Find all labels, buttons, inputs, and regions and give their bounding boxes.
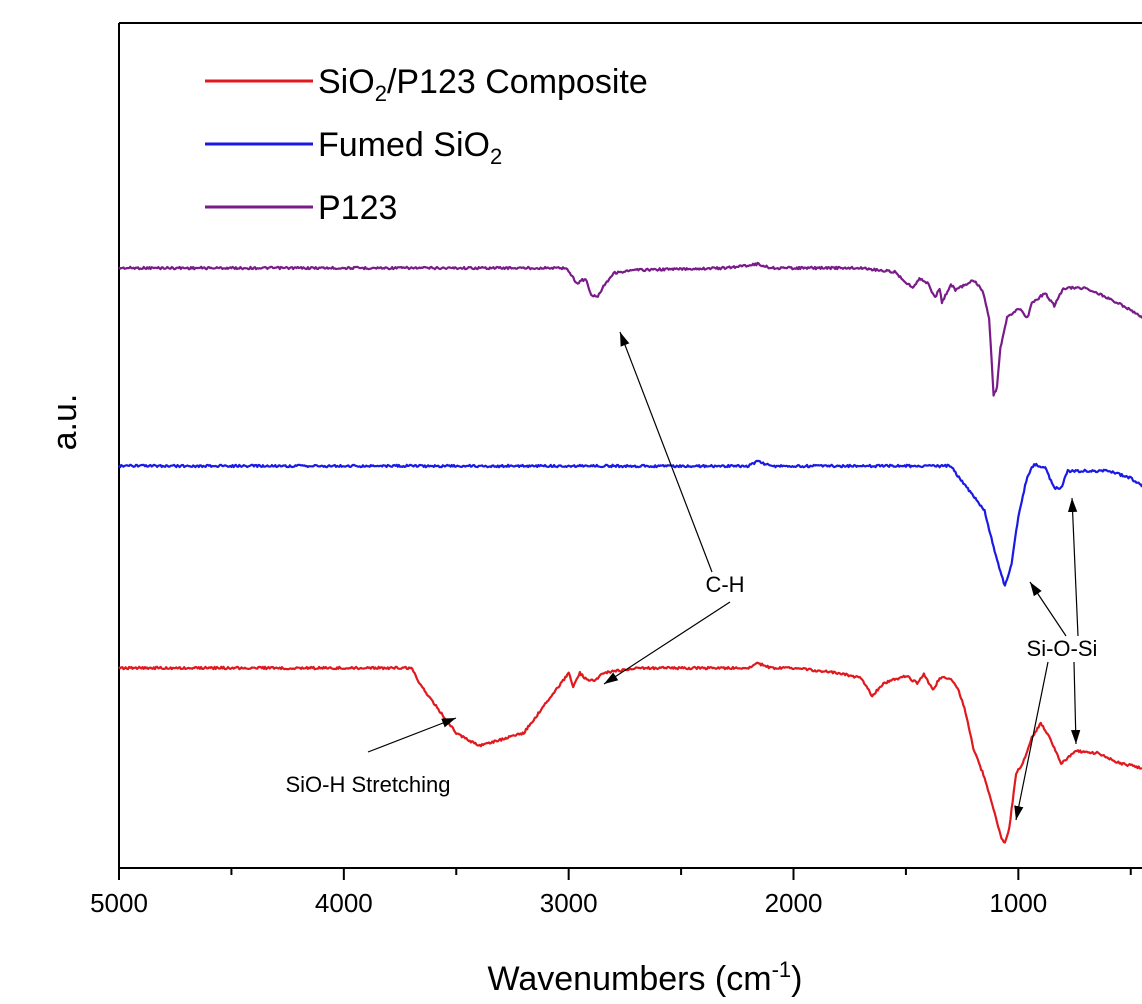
series-line-fumed-sio2 <box>118 459 1142 587</box>
annotation-sioh: SiO-H Stretching <box>285 772 450 797</box>
x-tick-label: 4000 <box>315 888 373 918</box>
annotation-arrows <box>367 331 1081 821</box>
siosi-arrow-composite-2 <box>1070 661 1081 745</box>
x-axis-title: Wavenumbers (cm-1) <box>488 957 803 998</box>
legend-label: SiO2/P123 Composite <box>318 63 648 106</box>
siosi-arrow-fumed-2 <box>1067 497 1079 637</box>
series-line-sio2-p123-composite <box>118 661 1142 844</box>
y-axis-title: a.u. <box>46 394 84 451</box>
series-layer <box>118 261 1142 844</box>
legend-label: Fumed SiO2 <box>318 126 502 169</box>
annotation-ch: C-H <box>705 572 744 597</box>
x-tick-label: 2000 <box>765 888 823 918</box>
legend-label: P123 <box>318 189 397 227</box>
ch-arrow-p123 <box>619 331 713 573</box>
sioh-arrow <box>367 717 457 753</box>
series-line-p123 <box>118 261 1142 397</box>
x-tick-label: 3000 <box>540 888 598 918</box>
legend: SiO2/P123 Composite Fumed SiO2 P123 <box>205 63 648 227</box>
annotation-siosi: Si-O-Si <box>1027 636 1098 661</box>
ch-arrow-composite <box>603 601 731 685</box>
x-tick-label: 5000 <box>90 888 148 918</box>
siosi-arrow-fumed <box>1029 581 1067 637</box>
x-tick-label: 1000 <box>989 888 1047 918</box>
x-ticks: 5000 4000 3000 2000 1000 <box>90 868 1132 918</box>
siosi-arrow-composite <box>1014 661 1049 821</box>
